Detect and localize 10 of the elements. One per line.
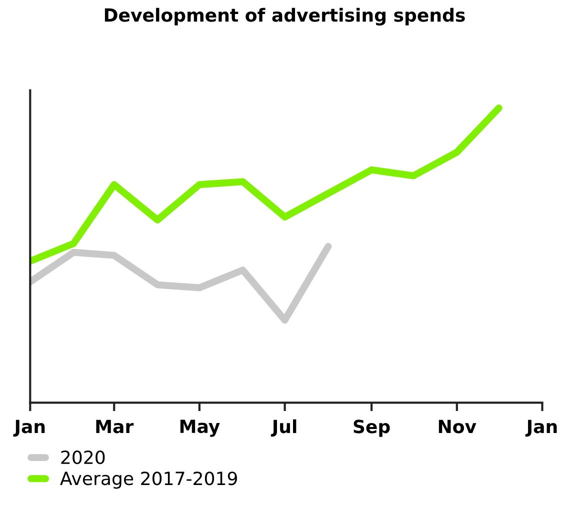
- x-tick-label: Jul: [270, 419, 296, 437]
- x-tick-label: Mar: [96, 420, 134, 434]
- x-tick-label: Sep: [354, 420, 390, 437]
- x-tick-label: Nov: [438, 420, 476, 434]
- x-tick-label: May: [180, 420, 220, 437]
- legend-label: Average 2017-2019: [60, 472, 237, 489]
- x-tick-label: Jan: [525, 420, 557, 437]
- x-tick-label: Jan: [13, 420, 45, 437]
- legend-label: 2020: [61, 450, 105, 464]
- chart-title: Development of advertising spends: [104, 8, 465, 26]
